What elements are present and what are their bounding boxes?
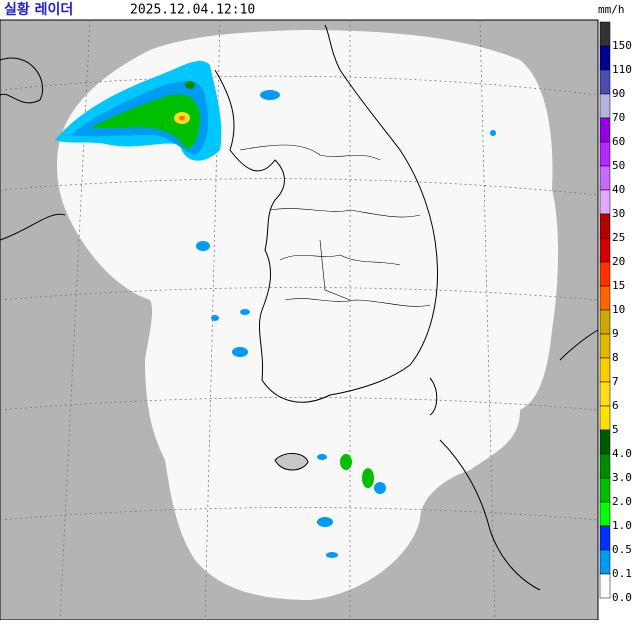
legend-label: 8 xyxy=(612,351,619,364)
legend-label: 4.0 xyxy=(612,447,632,460)
timestamp: 2025.12.04.12:10 xyxy=(130,3,255,18)
legend-swatch xyxy=(599,237,611,263)
legend-label: 40 xyxy=(612,183,625,196)
legend-swatch xyxy=(599,117,611,143)
legend-label: 6 xyxy=(612,399,619,412)
legend-swatch xyxy=(599,501,611,527)
rain-cell xyxy=(185,81,195,89)
legend-label: 50 xyxy=(612,159,625,172)
legend-label: 2.0 xyxy=(612,495,632,508)
legend-swatch xyxy=(599,381,611,407)
legend-swatch xyxy=(599,45,611,71)
legend-label: 3.0 xyxy=(612,471,632,484)
rain-cell xyxy=(260,90,280,100)
legend-label: 90 xyxy=(612,87,625,100)
legend-swatch xyxy=(599,453,611,479)
grid xyxy=(0,19,599,621)
legend-label: 110 xyxy=(612,63,632,76)
legend-label: 60 xyxy=(612,135,625,148)
legend-swatch xyxy=(599,261,611,287)
rain-cell xyxy=(196,241,210,251)
legend-swatch xyxy=(599,429,611,455)
legend-swatch xyxy=(599,525,611,551)
precipitation xyxy=(55,60,496,558)
legend-label: 9 xyxy=(612,327,619,340)
rain-cell xyxy=(340,454,352,470)
coastline xyxy=(0,24,599,591)
legend-swatch xyxy=(599,333,611,359)
legend-label: 7 xyxy=(612,375,619,388)
legend-swatch xyxy=(599,405,611,431)
legend-label: 1.0 xyxy=(612,519,632,532)
legend-label: 15 xyxy=(612,279,625,292)
legend-swatch xyxy=(599,549,611,575)
rain-cell xyxy=(362,468,374,488)
legend-label: 0.5 xyxy=(612,543,632,556)
rain-area xyxy=(90,94,200,149)
radar-coverage xyxy=(57,30,559,600)
legend-swatch xyxy=(599,189,611,215)
legend: 150 110 90 70 60 50 40 30 25 20 15 10 9 8 7 6 5 4.0 3.0 2.0… xyxy=(599,21,632,604)
legend-swatch xyxy=(599,141,611,167)
legend-swatch xyxy=(599,477,611,503)
legend-swatch xyxy=(599,93,611,119)
legend-label: 30 xyxy=(612,207,625,220)
legend-swatch xyxy=(599,21,611,47)
rain-cell xyxy=(232,347,248,357)
rain-cell xyxy=(317,517,333,527)
map xyxy=(0,19,599,621)
rain-cell xyxy=(179,116,185,120)
legend-swatch xyxy=(599,309,611,335)
legend-label: 10 xyxy=(612,303,625,316)
rain-cell xyxy=(490,130,496,136)
rain-cell xyxy=(326,552,338,558)
legend-swatch xyxy=(599,573,611,599)
legend-label: 70 xyxy=(612,111,625,124)
legend-label: 5 xyxy=(612,423,619,436)
legend-label: 150 xyxy=(612,39,632,52)
legend-swatch xyxy=(599,213,611,239)
legend-swatch xyxy=(599,69,611,95)
rain-cell xyxy=(211,315,219,321)
legend-label: 0.0 xyxy=(612,591,632,604)
province-borders xyxy=(239,144,431,307)
rain-cell xyxy=(317,454,327,460)
legend-label: 25 xyxy=(612,231,625,244)
legend-label: 20 xyxy=(612,255,625,268)
unit: mm/h xyxy=(598,3,625,16)
title: 실황 레이더 xyxy=(4,1,73,18)
rain-cell xyxy=(240,309,250,315)
legend-label: 0.1 xyxy=(612,567,632,580)
legend-swatch xyxy=(599,165,611,191)
rain-cell xyxy=(374,482,386,494)
legend-swatch xyxy=(599,357,611,383)
legend-swatch xyxy=(599,285,611,311)
